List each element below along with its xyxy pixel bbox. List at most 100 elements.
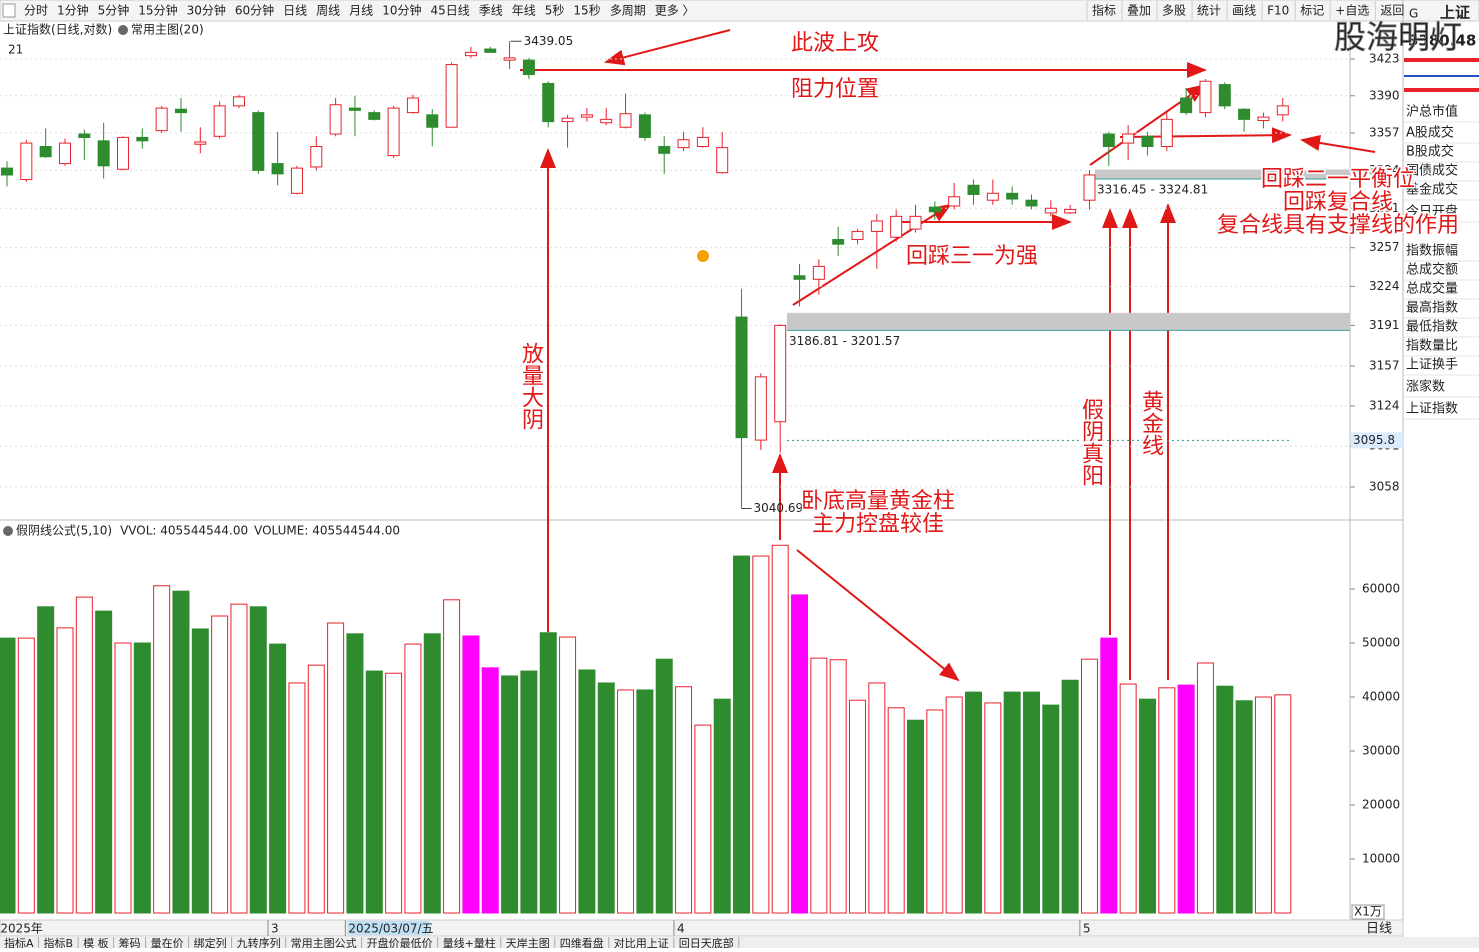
unit-box [1351, 904, 1385, 920]
volume-bar [1158, 687, 1176, 914]
candle-body [909, 215, 922, 230]
tool-button[interactable]: 返回 [1380, 4, 1404, 18]
candle-body [1160, 118, 1173, 147]
tool-button[interactable]: 画线 [1232, 4, 1256, 18]
bottom-tab[interactable]: 天岸主图 [506, 937, 550, 950]
stat-label: 最低指数 [1406, 320, 1458, 335]
bottom-tab[interactable]: 开盘价最低价 [367, 936, 433, 950]
tool-button[interactable]: +自选 [1335, 4, 1369, 18]
bottom-tab[interactable]: 回日天底部 [679, 936, 734, 950]
candle-body [20, 142, 33, 181]
candle-body [580, 114, 593, 118]
candle-body [812, 265, 825, 280]
bottom-tab[interactable]: 筹码 [119, 936, 141, 950]
volume-bar [1061, 679, 1079, 914]
candle-body [735, 316, 748, 439]
stat-label: 最高指数 [1406, 300, 1458, 316]
volume-bar [481, 667, 499, 914]
support-zone [787, 312, 1350, 331]
candle-body [832, 239, 845, 245]
y-tick-label: 3191 [1369, 318, 1400, 332]
tab-bar [0, 937, 1479, 948]
period-tab[interactable]: 更多 〉 [655, 4, 695, 18]
panel-strip [1404, 58, 1479, 62]
period-tab[interactable]: 多周期 [610, 4, 646, 18]
volume-bar [95, 610, 113, 914]
stat-label: 基金成交 [1406, 182, 1458, 198]
period-tab[interactable]: 10分钟 [382, 3, 421, 18]
bottom-tab[interactable]: 指标B [44, 936, 74, 950]
volume-bar [559, 636, 577, 914]
volume-bar [945, 696, 963, 914]
annotation: 卧底高量黄金柱 [801, 489, 955, 514]
candle-body [793, 275, 806, 280]
period-tab[interactable]: 分时 [24, 4, 48, 18]
period-tab[interactable]: 月线 [349, 4, 373, 18]
candle-body [561, 117, 574, 123]
tool-button[interactable]: 标记 [1300, 4, 1324, 18]
event-icon[interactable] [697, 250, 709, 262]
candle-body [78, 133, 91, 138]
bottom-tab[interactable]: 四维看盘 [560, 936, 604, 950]
volume-bar [887, 707, 905, 914]
volume-bar [443, 599, 461, 914]
bottom-tab[interactable]: 常用主图公式 [291, 937, 357, 950]
tool-button[interactable]: 多股 [1162, 4, 1186, 18]
y-tick-label: 3291 [1369, 201, 1400, 215]
tool-button[interactable]: F10 [1267, 4, 1289, 18]
bottom-tab[interactable]: 量线+量柱 [443, 936, 496, 950]
annotation: 黄金线 [1138, 390, 1164, 456]
period-tab[interactable]: 15分钟 [138, 3, 177, 18]
period-tab[interactable]: 周线 [316, 4, 340, 18]
volume-bar [75, 596, 93, 914]
watermark: 股海明灯 [1334, 18, 1462, 56]
bottom-tab[interactable]: 模 板 [83, 936, 109, 950]
volume-bar [713, 698, 731, 914]
tool-button[interactable]: 指标 [1092, 3, 1116, 18]
candle-body [484, 48, 497, 53]
volume-bar [1274, 694, 1292, 914]
candle-body [368, 112, 381, 120]
period-tab[interactable]: 季线 [479, 4, 503, 18]
tool-button[interactable]: 叠加 [1127, 4, 1151, 18]
volume-bar [1100, 637, 1118, 914]
y-tick-label: 50000 [1362, 636, 1400, 650]
period-tab[interactable]: 5秒 [545, 4, 565, 18]
period-tab[interactable]: 30分钟 [187, 3, 226, 18]
period-tab[interactable]: 45日线 [430, 4, 469, 18]
icon[interactable] [3, 526, 13, 536]
bottom-tab[interactable]: 绑定列 [194, 936, 227, 950]
volume-bar [307, 664, 325, 914]
bottom-tab[interactable]: 指标A [4, 936, 34, 950]
volume-bar [56, 627, 74, 914]
candle-body [754, 376, 767, 441]
bottom-tab[interactable]: 量在价 [151, 937, 184, 950]
volume-bar [1177, 684, 1195, 914]
volume-bar [153, 585, 171, 914]
candle-body [638, 114, 651, 138]
bottom-tab[interactable]: 九转序列 [237, 936, 281, 950]
y-tick-label: 3224 [1369, 279, 1400, 293]
volume-bar [578, 669, 596, 914]
bottom-tab[interactable]: 对比用上证 [614, 936, 669, 950]
period-tab[interactable]: 年线 [512, 4, 536, 18]
volume-bar [1003, 691, 1021, 914]
period-tab[interactable]: 日线 [283, 4, 307, 18]
menu-icon[interactable] [2, 3, 16, 18]
stat-label: A股成交 [1406, 125, 1454, 141]
volume-bar [849, 699, 867, 914]
period-tab[interactable]: 15秒 [573, 4, 600, 18]
icon[interactable] [118, 25, 128, 35]
candle-body [290, 167, 303, 194]
tool-button[interactable]: 统计 [1197, 4, 1221, 18]
volume-bar [249, 606, 267, 914]
candle-body [348, 107, 361, 111]
volume-bar [1022, 691, 1040, 914]
volume-bar [829, 659, 847, 914]
period-tab[interactable]: 1分钟 [57, 3, 89, 18]
candle-body [600, 118, 613, 124]
period-tab[interactable]: 5分钟 [98, 3, 130, 18]
panel-strip [1404, 88, 1479, 92]
price-tag [1351, 432, 1403, 449]
period-tab[interactable]: 60分钟 [235, 3, 274, 18]
